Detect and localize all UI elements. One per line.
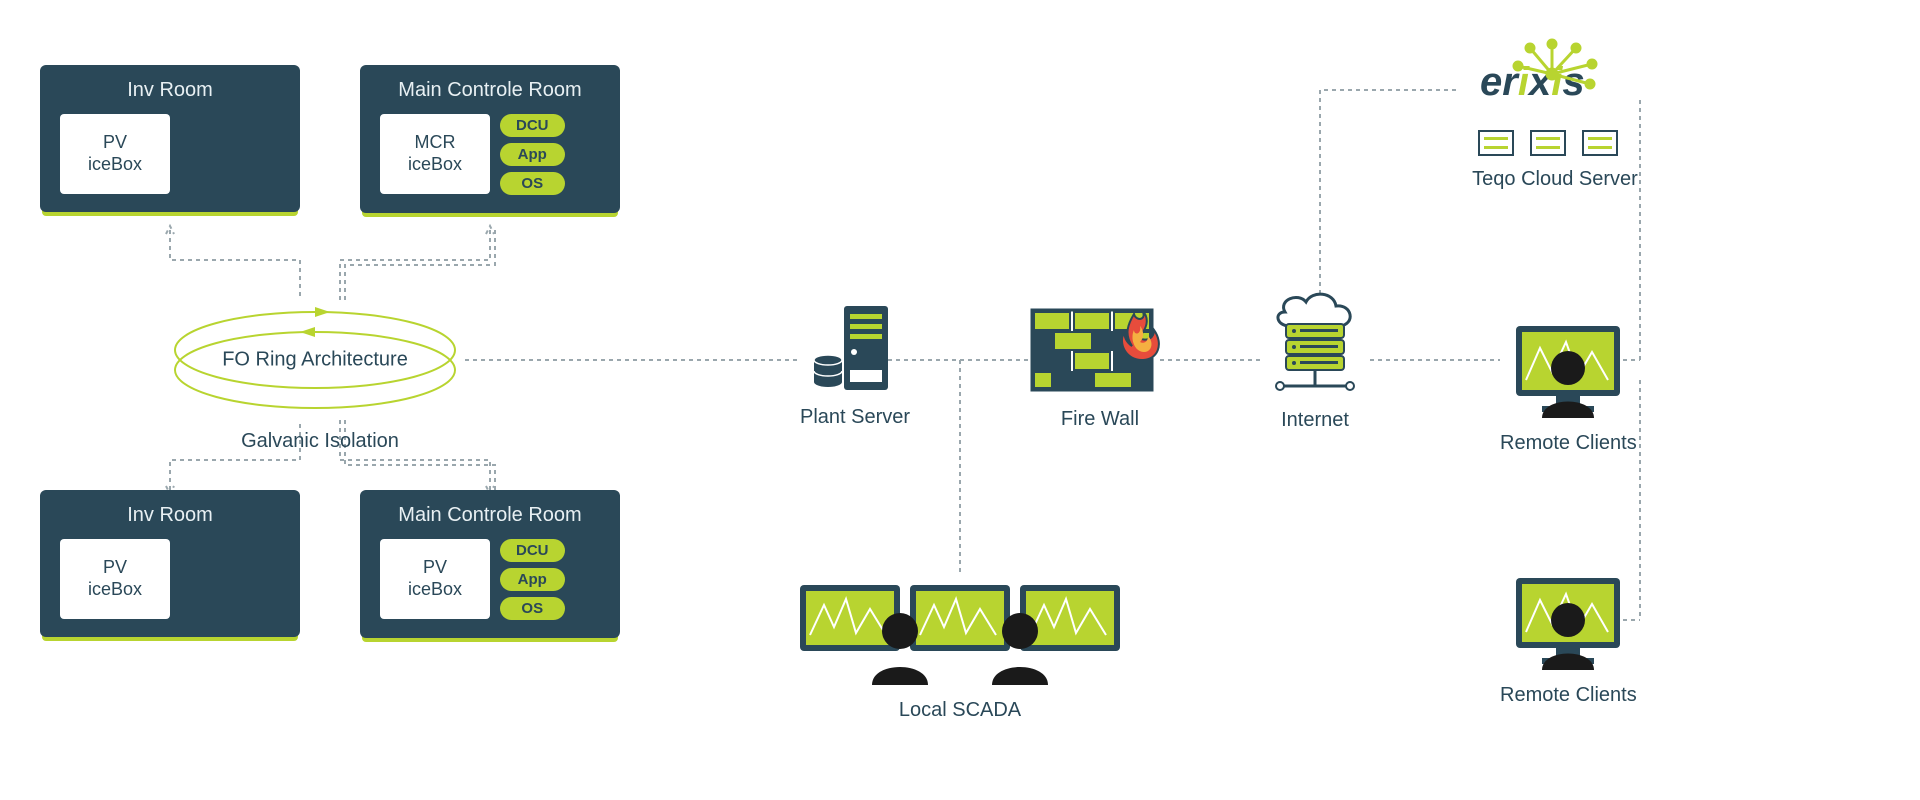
pill-stack: DCU App OS (500, 114, 565, 195)
device-box: PV iceBox (60, 539, 170, 619)
device-line2: iceBox (88, 154, 142, 176)
inv-room-top: Inv Room PV iceBox (40, 65, 300, 212)
client-icon (1508, 570, 1628, 680)
scada-icon (790, 575, 1130, 695)
device-line2: iceBox (408, 579, 462, 601)
device-line2: iceBox (408, 154, 462, 176)
internet-icon (1260, 290, 1370, 405)
pill-app: App (500, 568, 565, 591)
pill-dcu: DCU (500, 539, 565, 562)
plant-server: Plant Server (800, 300, 910, 429)
local-scada: Local SCADA (790, 575, 1130, 722)
galvanic-isolation-label: Galvanic Isolation (220, 430, 420, 453)
cloud-server-label: Teqo Cloud Server (1460, 168, 1650, 191)
remote-client-label: Remote Clients (1500, 684, 1637, 707)
internet-label: Internet (1281, 409, 1349, 432)
server-icon (810, 300, 900, 400)
remote-client-2: Remote Clients (1500, 570, 1637, 707)
room-title: Inv Room (60, 79, 280, 102)
remote-client-label: Remote Clients (1500, 432, 1637, 455)
firewall: Fire Wall (1030, 308, 1170, 431)
pill-os: OS (500, 597, 565, 620)
room-title: Main Controle Room (380, 79, 600, 102)
pill-dcu: DCU (500, 114, 565, 137)
device-line1: PV (423, 557, 447, 579)
room-title: Inv Room (60, 504, 280, 527)
logo-spark-icon (1472, 36, 1632, 96)
plant-server-label: Plant Server (800, 406, 910, 429)
pill-os: OS (500, 172, 565, 195)
firewall-label: Fire Wall (1061, 408, 1139, 431)
main-controle-room-bottom: Main Controle Room PV iceBox DCU App OS (360, 490, 620, 638)
device-line2: iceBox (88, 579, 142, 601)
device-line1: PV (103, 132, 127, 154)
pill-stack: DCU App OS (500, 539, 565, 620)
local-scada-label: Local SCADA (899, 699, 1021, 722)
erixis-logo: erixis (1480, 60, 1585, 105)
device-box: MCR iceBox (380, 114, 490, 194)
device-line1: PV (103, 557, 127, 579)
firewall-icon (1030, 308, 1170, 402)
cloud-server-bars-icon (1478, 130, 1618, 156)
ring-label: FO Ring Architecture (165, 349, 465, 372)
fo-ring: FO Ring Architecture (165, 295, 465, 425)
remote-client-1: Remote Clients (1500, 318, 1637, 455)
device-box: PV iceBox (380, 539, 490, 619)
internet: Internet (1260, 290, 1370, 432)
room-title: Main Controle Room (380, 504, 600, 527)
device-line1: MCR (415, 132, 456, 154)
main-controle-room-top: Main Controle Room MCR iceBox DCU App OS (360, 65, 620, 213)
device-box: PV iceBox (60, 114, 170, 194)
client-icon (1508, 318, 1628, 428)
pill-app: App (500, 143, 565, 166)
inv-room-bottom: Inv Room PV iceBox (40, 490, 300, 637)
